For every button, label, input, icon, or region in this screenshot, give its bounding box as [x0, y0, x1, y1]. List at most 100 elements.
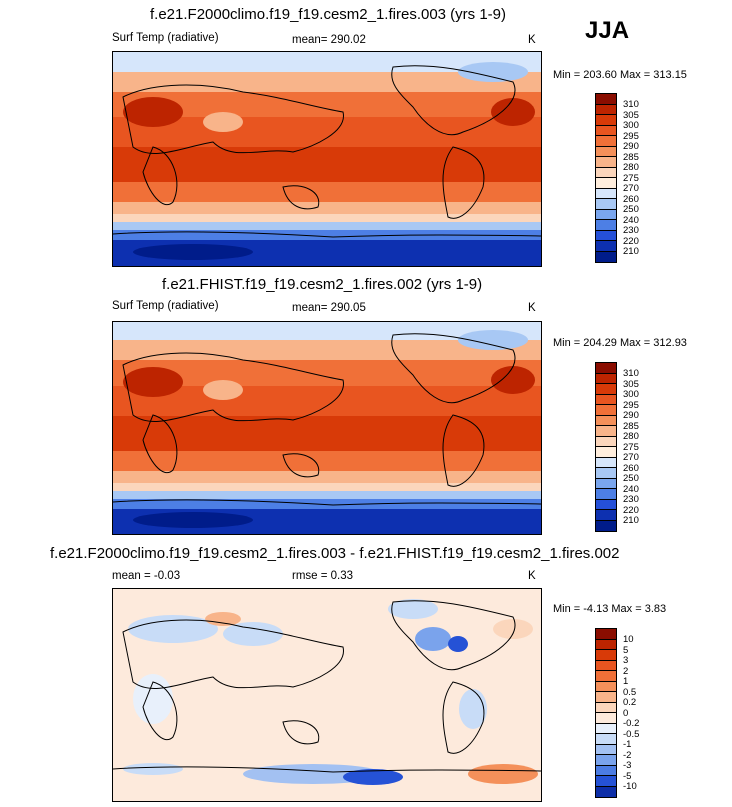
panel-1-colorbar-label: 230 [623, 225, 639, 236]
panel-2-colorbar-label: 285 [623, 420, 639, 432]
panel-2-colorbar-swatch [596, 415, 616, 426]
panel-2-colorbar-label: 300 [623, 389, 639, 400]
panel-2-colorbar-swatch [596, 478, 616, 489]
panel-3-colorbar-swatch [596, 776, 616, 787]
panel-1-colorbar-label: 300 [623, 120, 639, 131]
panel-1-colorbar-label: 285 [623, 151, 639, 163]
panel-3-colorbar-swatch [596, 713, 616, 724]
panel-2-colorbar-label: 250 [623, 473, 639, 484]
panel-1-minmax: Min = 203.60 Max = 313.15 [553, 69, 687, 81]
panel-2-colorbar-label: 270 [623, 452, 639, 463]
panel-2-colorbar-swatch [596, 405, 616, 416]
panel-3-colorbar-swatch [596, 755, 616, 766]
panel-1-colorbar-label: 270 [623, 183, 639, 194]
panel-1-colorbar-swatch [596, 199, 616, 210]
panel-2-colorbar-label: 260 [623, 462, 639, 474]
panel-1-colorbar-label: 295 [623, 130, 639, 142]
panel-2-colorbar-swatch [596, 394, 616, 405]
panel-3-colorbar-label: -5 [623, 770, 632, 782]
panel-1-colorbar-label: 305 [623, 109, 639, 121]
panel-3-colorbar-swatch [596, 671, 616, 682]
panel-1-colorbar [595, 93, 617, 263]
panel-3-colorbar-swatch [596, 650, 616, 661]
panel-1-colorbar-swatch [596, 178, 616, 189]
panel-3-rmse-label: rmse = 0.33 [292, 570, 354, 582]
panel-3-mean-label: mean = -0.03 [112, 570, 181, 582]
panel-1-colorbar-swatch [596, 136, 616, 147]
panel-2-colorbar-label: 220 [623, 504, 639, 516]
panel-1-colorbar-label: 280 [623, 162, 639, 173]
panel-2-colorbar-label: 280 [623, 431, 639, 442]
panel-1-map [112, 51, 542, 267]
panel-2-colorbar-swatch [596, 436, 616, 447]
panel-3-colorbar [595, 628, 617, 798]
panel-1-colorbar-swatch [596, 241, 616, 252]
panel-2-minmax: Min = 204.29 Max = 312.93 [553, 337, 687, 349]
panel-3-colorbar-label: -0.2 [623, 718, 640, 729]
panel-2-colorbar-swatch [596, 468, 616, 479]
panel-1-colorbar-swatch [596, 209, 616, 220]
panel-2-colorbar-label: 230 [623, 494, 639, 505]
panel-2-map [112, 321, 542, 535]
panel-2-colorbar-swatch [596, 510, 616, 521]
panel-3-colorbar-swatch [596, 702, 616, 713]
panel-3-colorbar-swatch [596, 692, 616, 703]
panel-3-colorbar-label: 10 [623, 634, 634, 645]
panel-2-colorbar-label: 240 [623, 483, 639, 495]
panel-1-colorbar-label: 275 [623, 172, 639, 184]
panel-3-colorbar-swatch [596, 786, 616, 797]
season-label: JJA [585, 17, 630, 44]
panel-3-colorbar-label: 0.5 [623, 686, 637, 698]
panel-1-colorbar-label: 260 [623, 193, 639, 205]
panel-3-colorbar-label: -1 [623, 739, 632, 750]
panel-3-colorbar-label: 0.2 [623, 697, 637, 708]
panel-1-variable-label: Surf Temp (radiative) [112, 32, 219, 44]
panel-3-colorbar-swatch [596, 681, 616, 692]
panel-1-colorbar-label: 310 [623, 99, 639, 110]
panel-2-colorbar-label: 275 [623, 441, 639, 453]
panel-3-colorbar-label: -10 [623, 781, 637, 792]
panel-3-colorbar-label: 2 [623, 665, 629, 677]
panel-1-colorbar-swatch [596, 146, 616, 157]
panel-2-colorbar-swatch [596, 363, 616, 374]
panel-1-map-graphic [113, 52, 541, 266]
panel-3-colorbar-swatch [596, 639, 616, 650]
panel-3-map-graphic [113, 589, 541, 801]
panel-3-colorbar-swatch [596, 734, 616, 745]
panel-1-colorbar-label: 290 [623, 141, 639, 152]
panel-2-colorbar-swatch [596, 457, 616, 468]
panel-3-colorbar-label: 0 [623, 707, 629, 719]
panel-3-map [112, 588, 542, 802]
panel-2-colorbar-swatch [596, 489, 616, 500]
panel-3-colorbar-label: 3 [623, 655, 629, 666]
panel-2-colorbar-label: 290 [623, 410, 639, 421]
panel-2-colorbar-swatch [596, 447, 616, 458]
panel-1-colorbar-swatch [596, 230, 616, 241]
panel-2-colorbar-swatch [596, 373, 616, 384]
panel-2-colorbar-swatch [596, 520, 616, 531]
panel-3-colorbar-swatch [596, 629, 616, 640]
panel-1-colorbar-swatch [596, 167, 616, 178]
panel-2-colorbar-label: 305 [623, 378, 639, 390]
panel-1-colorbar-swatch [596, 94, 616, 105]
panel-2-title: f.e21.FHIST.f19_f19.cesm2_1.fires.002 (y… [162, 276, 483, 293]
panel-1-colorbar-swatch [596, 125, 616, 136]
panel-3-colorbar-label: 1 [623, 676, 629, 687]
panel-3-colorbar-label: -2 [623, 749, 632, 761]
panel-3-colorbar-label: -3 [623, 760, 632, 771]
panel-1-mean-label: mean= 290.02 [292, 34, 366, 46]
panel-2-colorbar-label: 210 [623, 515, 639, 526]
panel-2-colorbar-label: 295 [623, 399, 639, 411]
panel-3-colorbar-swatch [596, 723, 616, 734]
panel-1-units-label: K [528, 34, 536, 46]
panel-2-colorbar [595, 362, 617, 532]
panel-1-colorbar-label: 250 [623, 204, 639, 215]
panel-1-colorbar-swatch [596, 157, 616, 168]
panel-1-colorbar-label: 220 [623, 235, 639, 247]
panel-2-variable-label: Surf Temp (radiative) [112, 300, 219, 312]
panel-1-colorbar-swatch [596, 188, 616, 199]
panel-3-minmax: Min = -4.13 Max = 3.83 [553, 603, 667, 615]
panel-1-colorbar-label: 240 [623, 214, 639, 226]
panel-2-colorbar-swatch [596, 384, 616, 395]
panel-1-colorbar-swatch [596, 220, 616, 231]
